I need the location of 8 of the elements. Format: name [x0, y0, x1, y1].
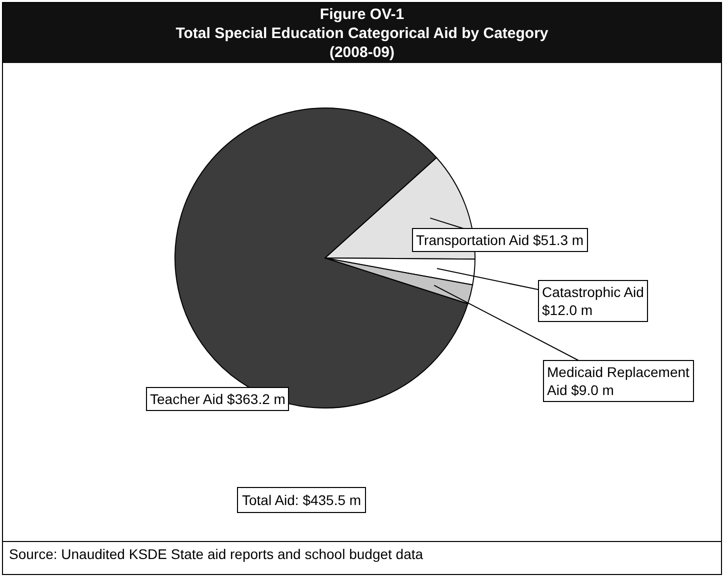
slice-label: Catastrophic Aid: [542, 284, 644, 300]
data-label: $12.0 m: [542, 302, 593, 318]
source-note: Source: Unaudited KSDE State aid reports and school budget data: [3, 541, 721, 574]
text: Total Aid: $435.5 m: [242, 492, 362, 508]
slice-label: Medicaid Replacement Aid $9.0 m: [547, 364, 690, 398]
chart-title: Figure OV-1 Total Special Education Categorical Aid by Category (2008-09): [3, 3, 721, 63]
slice-label: Transportation Aid $51.3 m: [416, 232, 584, 248]
slice-label: Teacher Aid $363.2 m: [150, 391, 286, 407]
